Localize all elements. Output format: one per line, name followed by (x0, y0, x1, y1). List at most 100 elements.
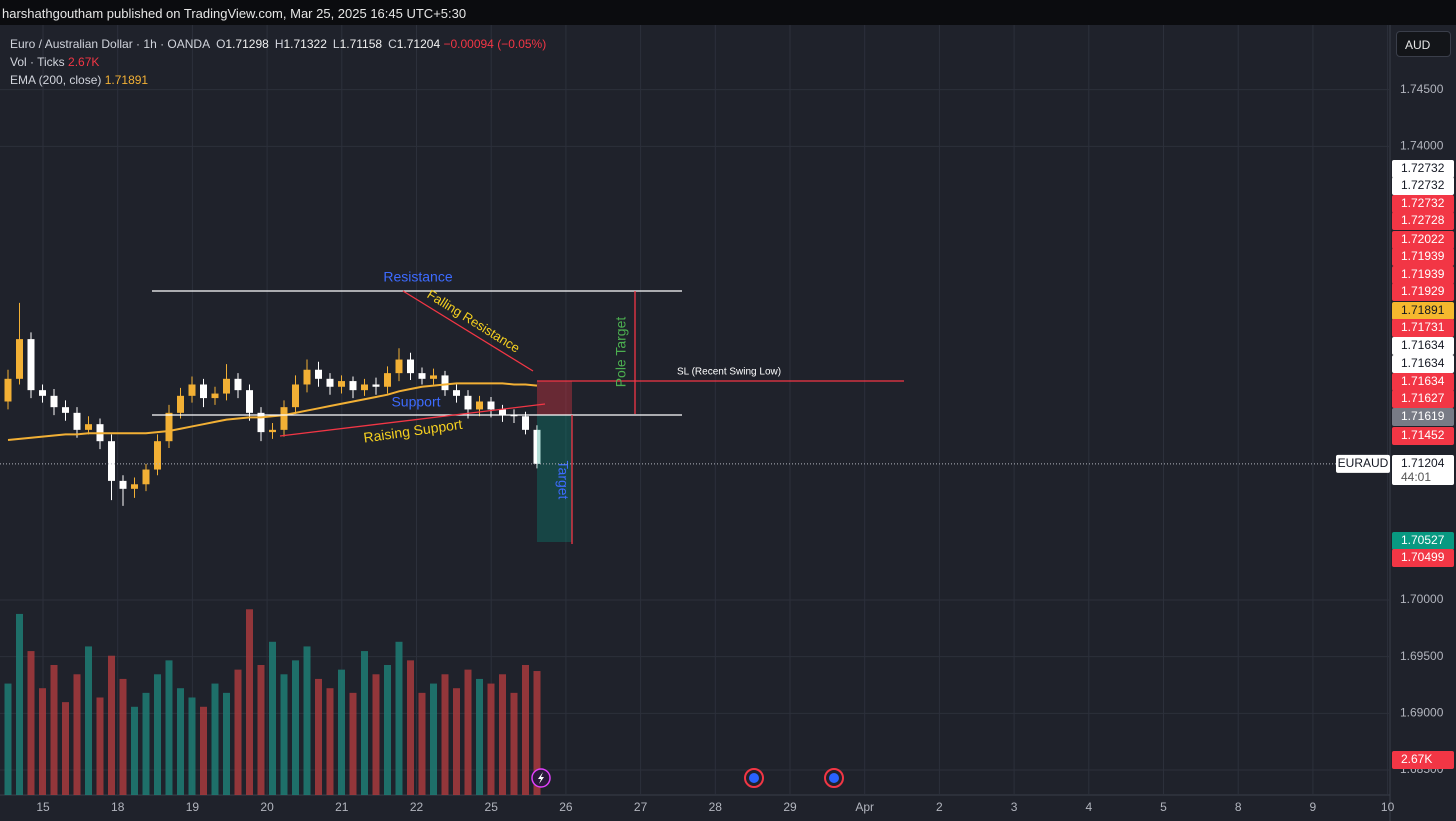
price-tag: 1.71891 (1401, 303, 1445, 317)
candle-body (487, 401, 495, 410)
candle-body (338, 381, 345, 387)
price-tag-bg (1392, 373, 1454, 391)
ohlc: O1.71298 H1.71322 L1.71158 C1.71204 (210, 37, 440, 51)
candle-body (27, 339, 35, 391)
candle-body (315, 369, 322, 379)
candle-body (246, 390, 253, 413)
x-tick-label: 10 (1381, 800, 1395, 814)
candle-layer (4, 302, 541, 506)
candle-body (85, 424, 92, 430)
stop-loss-label: SL (Recent Swing Low) (677, 367, 781, 378)
volume-bar (62, 702, 69, 795)
countdown: 44:01 (1401, 470, 1431, 484)
volume-bar (361, 651, 368, 795)
symbol-row: Euro / Australian Dollar · 1h · OANDA O1.… (10, 35, 546, 53)
x-tick-label: 20 (260, 800, 274, 814)
price-tag: 1.72022 (1401, 232, 1445, 246)
volume-bar (476, 678, 483, 795)
stop-zone (537, 381, 572, 415)
candle-body (292, 384, 299, 408)
y-tick-label: 1.69500 (1400, 649, 1444, 663)
ohlc-value: 1.71204 (396, 37, 441, 51)
event-icons (531, 768, 844, 788)
volume-bar (441, 674, 449, 795)
candle-body (50, 395, 58, 408)
candle-body (165, 412, 173, 442)
volume-bar (211, 683, 219, 795)
volume-bar (315, 678, 322, 795)
volume-bar (292, 660, 299, 795)
volume-bar (349, 692, 357, 795)
symbol-tag-bg (1336, 454, 1390, 473)
price-tag-bg (1392, 195, 1454, 213)
ohlc-key: L (332, 37, 340, 51)
support-label: Support (391, 394, 440, 410)
candle-body (269, 429, 276, 433)
volume-bar (50, 665, 58, 795)
x-tick-label: 9 (1310, 800, 1317, 814)
candle-body (119, 480, 127, 489)
price-tag: 1.71634 (1401, 356, 1445, 370)
price-tag: 1.72732 (1401, 161, 1445, 175)
price-tag: 1.71929 (1401, 284, 1445, 298)
x-tick-label: 19 (186, 800, 200, 814)
candle-body (223, 378, 230, 394)
resistance-label: Resistance (383, 269, 452, 285)
price-tag: 2.67K (1401, 752, 1432, 766)
price-tag-bg (1392, 302, 1454, 320)
candle-body (16, 339, 23, 379)
candle-body (522, 416, 529, 430)
target-label: Target (555, 461, 571, 500)
volume-bar (85, 646, 92, 795)
axis-layer: 1.745001.740001.700001.695001.690001.685… (0, 82, 1454, 814)
volume-bar (234, 669, 242, 795)
x-tick-label: 22 (410, 800, 424, 814)
candle-body (464, 395, 472, 410)
price-tag-bg (1392, 177, 1454, 195)
candle-body (372, 384, 380, 387)
x-tick-label: 4 (1085, 800, 1092, 814)
volume-bar (188, 697, 196, 795)
price-tag-bg (1392, 408, 1454, 426)
volume-bar (200, 706, 207, 795)
volume-bar (418, 692, 426, 795)
candle-body (510, 415, 518, 417)
volume-bar (407, 660, 414, 795)
currency-button[interactable]: AUD (1396, 31, 1451, 57)
ohlc-key: O (216, 37, 226, 51)
ema-line (7, 382, 538, 442)
volume-bar (119, 678, 127, 795)
volume-bar (269, 641, 276, 795)
volume-bar (499, 674, 506, 795)
legend: Euro / Australian Dollar · 1h · OANDA O1.… (10, 35, 546, 89)
price-tag-bg (1392, 319, 1454, 337)
price-tag-bg (1392, 355, 1454, 373)
y-tick-label: 1.70000 (1400, 592, 1444, 606)
raising-support-line (279, 403, 546, 437)
falling-resistance-line (402, 290, 534, 372)
publish-header: harshathgoutham published on TradingView… (0, 0, 1456, 25)
candle-body (499, 409, 506, 416)
price-tag: 1.72732 (1401, 178, 1445, 192)
volume-bar (453, 688, 460, 795)
volume-bar (39, 688, 46, 795)
price-tag: 1.71452 (1401, 428, 1445, 442)
ema-name: EMA (200, close) (10, 73, 102, 87)
volume-bar (246, 609, 253, 795)
volume-bar (16, 613, 23, 795)
ohlc-value: 1.71158 (339, 37, 383, 51)
price-tag-bg (1392, 248, 1454, 266)
price-tag: 1.71731 (1401, 320, 1445, 334)
x-tick-label: 27 (634, 800, 648, 814)
candle-body (303, 369, 311, 385)
volume-bar (108, 655, 115, 795)
candle-body (533, 429, 541, 464)
candle-body (4, 378, 12, 402)
candle-body (62, 407, 69, 413)
candle-body (257, 412, 265, 433)
candle-body (430, 375, 437, 379)
price-tag: 1.71939 (1401, 249, 1445, 263)
volume-bar (154, 674, 161, 795)
change: −0.00094 (−0.05%) (443, 37, 547, 51)
